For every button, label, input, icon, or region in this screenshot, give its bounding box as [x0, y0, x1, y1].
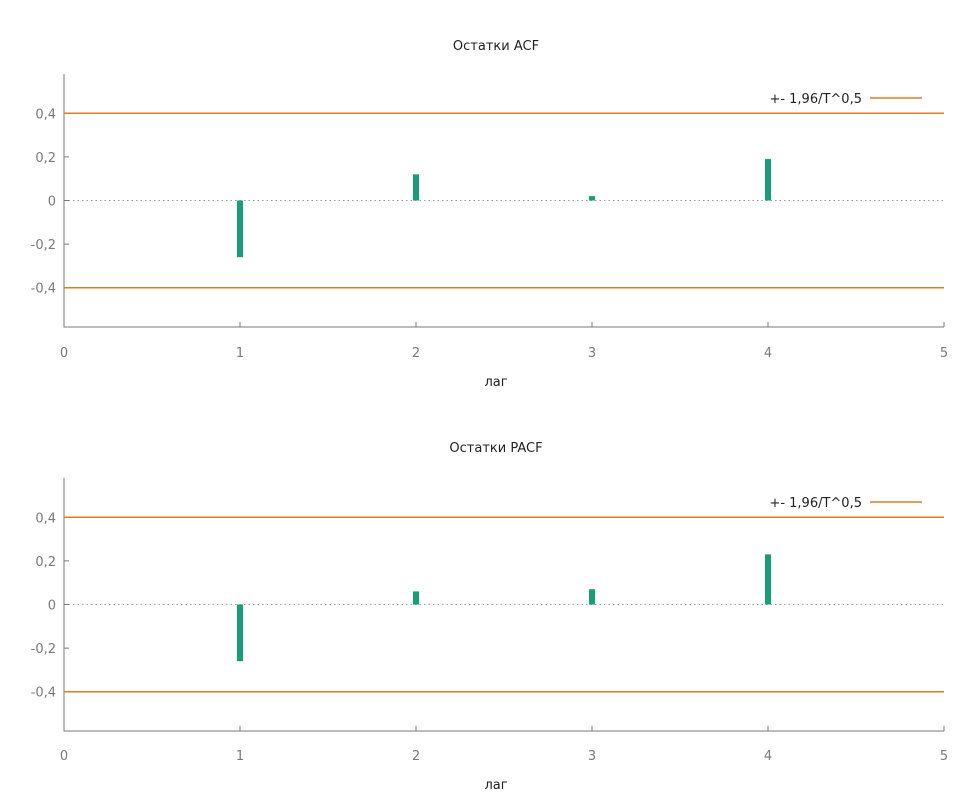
- x-tick-label: 5: [940, 749, 948, 764]
- chart-panel-1: Остатки ACF 0,4 0,2 0 -0,2 -0,4 0 1 2 3 4 5 лаг +- 1,…: [31, 39, 949, 390]
- y-tick-label: 0,4: [35, 107, 56, 122]
- bar-lag-2: [413, 591, 419, 605]
- bar-lag-4: [765, 554, 771, 605]
- y-tick-label: -0,2: [31, 642, 56, 657]
- x-tick-label: 4: [764, 749, 772, 764]
- chart-title: Остатки ACF: [453, 39, 539, 54]
- x-axis-label: лаг: [484, 778, 507, 793]
- y-tick-label: 0,2: [35, 151, 56, 166]
- x-tick-label: 4: [764, 346, 772, 361]
- x-tick-label: 2: [412, 346, 420, 361]
- x-tick-label: 3: [588, 346, 596, 361]
- x-tick-label: 5: [940, 346, 948, 361]
- legend-label: +- 1,96/T^0,5: [769, 496, 862, 511]
- y-tick-label: 0: [48, 599, 56, 614]
- y-tick-label: 0,4: [35, 511, 56, 526]
- x-tick-label: 2: [412, 749, 420, 764]
- x-tick-label: 1: [236, 749, 244, 764]
- chart-title: Остатки PACF: [449, 441, 542, 456]
- chart-panel-2: Остатки PACF 0,4 0,2 0 -0,2 -0,4 0 1 2 3 4 5 лаг +- 1…: [31, 441, 949, 793]
- x-tick-label: 1: [236, 346, 244, 361]
- bar-lag-4: [765, 159, 771, 201]
- bar-lag-1: [237, 200, 243, 258]
- x-tick-label: 0: [60, 346, 68, 361]
- bar-lag-2: [413, 174, 419, 201]
- x-axis-label: лаг: [484, 375, 507, 390]
- x-tick-label: 3: [588, 749, 596, 764]
- x-tick-label: 0: [60, 749, 68, 764]
- y-tick-label: -0,4: [31, 282, 56, 297]
- bar-lag-3: [589, 196, 595, 201]
- legend-label: +- 1,96/T^0,5: [769, 92, 862, 107]
- y-tick-label: -0,2: [31, 238, 56, 253]
- bar-lag-3: [589, 589, 595, 605]
- bar-lag-1: [237, 604, 243, 662]
- y-tick-label: 0,2: [35, 555, 56, 570]
- y-tick-label: -0,4: [31, 686, 56, 701]
- y-tick-label: 0: [48, 195, 56, 210]
